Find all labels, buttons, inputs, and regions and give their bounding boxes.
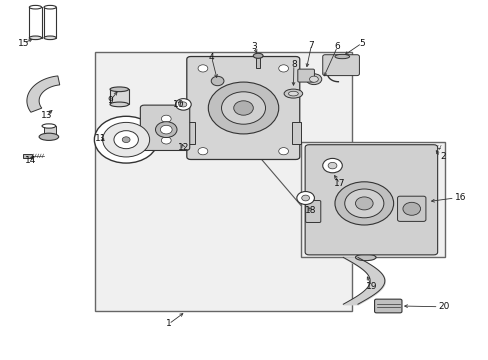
- Text: 12: 12: [177, 143, 189, 152]
- FancyBboxPatch shape: [186, 57, 299, 159]
- Circle shape: [198, 65, 207, 72]
- Circle shape: [301, 195, 309, 201]
- Bar: [110, 89, 128, 104]
- Polygon shape: [44, 126, 56, 137]
- Circle shape: [102, 122, 149, 157]
- Text: 11: 11: [94, 134, 106, 143]
- Text: 14: 14: [24, 156, 36, 165]
- Circle shape: [175, 99, 191, 110]
- Circle shape: [334, 182, 393, 225]
- Text: 17: 17: [333, 179, 345, 188]
- Circle shape: [180, 102, 186, 107]
- Bar: [29, 7, 41, 38]
- Circle shape: [402, 202, 420, 215]
- Bar: [256, 56, 260, 68]
- FancyBboxPatch shape: [140, 105, 189, 150]
- FancyBboxPatch shape: [397, 196, 425, 221]
- Circle shape: [355, 197, 372, 210]
- Ellipse shape: [420, 146, 429, 150]
- Circle shape: [221, 92, 265, 124]
- Circle shape: [344, 189, 383, 218]
- Circle shape: [161, 115, 171, 122]
- Ellipse shape: [110, 87, 128, 91]
- Text: 13: 13: [41, 111, 52, 120]
- Text: 10: 10: [172, 100, 184, 109]
- FancyBboxPatch shape: [322, 55, 359, 76]
- Circle shape: [114, 131, 138, 149]
- Text: 7: 7: [308, 40, 314, 49]
- Text: 16: 16: [454, 194, 466, 202]
- Bar: [23, 154, 32, 158]
- FancyBboxPatch shape: [305, 145, 437, 255]
- Circle shape: [161, 137, 171, 144]
- Text: 5: 5: [358, 39, 364, 48]
- Text: 4: 4: [208, 53, 214, 62]
- Text: 18: 18: [304, 206, 316, 215]
- Text: 19: 19: [365, 282, 377, 291]
- Ellipse shape: [355, 254, 375, 261]
- Circle shape: [278, 148, 288, 155]
- Circle shape: [233, 101, 253, 115]
- Circle shape: [327, 162, 336, 169]
- Ellipse shape: [305, 74, 321, 85]
- Text: 6: 6: [334, 42, 340, 51]
- Bar: [44, 7, 56, 38]
- Text: 2: 2: [439, 152, 445, 161]
- Circle shape: [211, 76, 224, 86]
- FancyBboxPatch shape: [374, 299, 401, 313]
- Circle shape: [208, 82, 278, 134]
- Circle shape: [322, 158, 342, 173]
- Ellipse shape: [288, 91, 298, 96]
- Bar: [95, 52, 351, 311]
- Ellipse shape: [29, 36, 41, 40]
- Text: 8: 8: [290, 60, 296, 69]
- Circle shape: [155, 122, 177, 138]
- Bar: [300, 142, 444, 257]
- Ellipse shape: [44, 36, 56, 40]
- Ellipse shape: [334, 54, 349, 59]
- Ellipse shape: [39, 133, 59, 140]
- Ellipse shape: [44, 5, 56, 9]
- Text: 9: 9: [107, 96, 113, 105]
- Ellipse shape: [284, 89, 302, 98]
- Bar: [185, 122, 194, 144]
- Ellipse shape: [110, 102, 128, 107]
- Bar: [291, 122, 300, 144]
- Circle shape: [122, 137, 130, 143]
- Ellipse shape: [309, 76, 318, 82]
- Circle shape: [160, 125, 172, 134]
- Text: 15: 15: [18, 39, 29, 48]
- Circle shape: [94, 116, 158, 163]
- Ellipse shape: [29, 5, 41, 9]
- Circle shape: [296, 192, 314, 204]
- FancyBboxPatch shape: [305, 201, 320, 222]
- Ellipse shape: [42, 124, 56, 128]
- Polygon shape: [27, 76, 60, 112]
- Text: 3: 3: [251, 42, 257, 51]
- Text: 1: 1: [165, 320, 171, 328]
- FancyBboxPatch shape: [297, 69, 314, 82]
- Circle shape: [198, 148, 207, 155]
- Circle shape: [278, 65, 288, 72]
- Text: 20: 20: [438, 302, 449, 311]
- Ellipse shape: [253, 53, 263, 58]
